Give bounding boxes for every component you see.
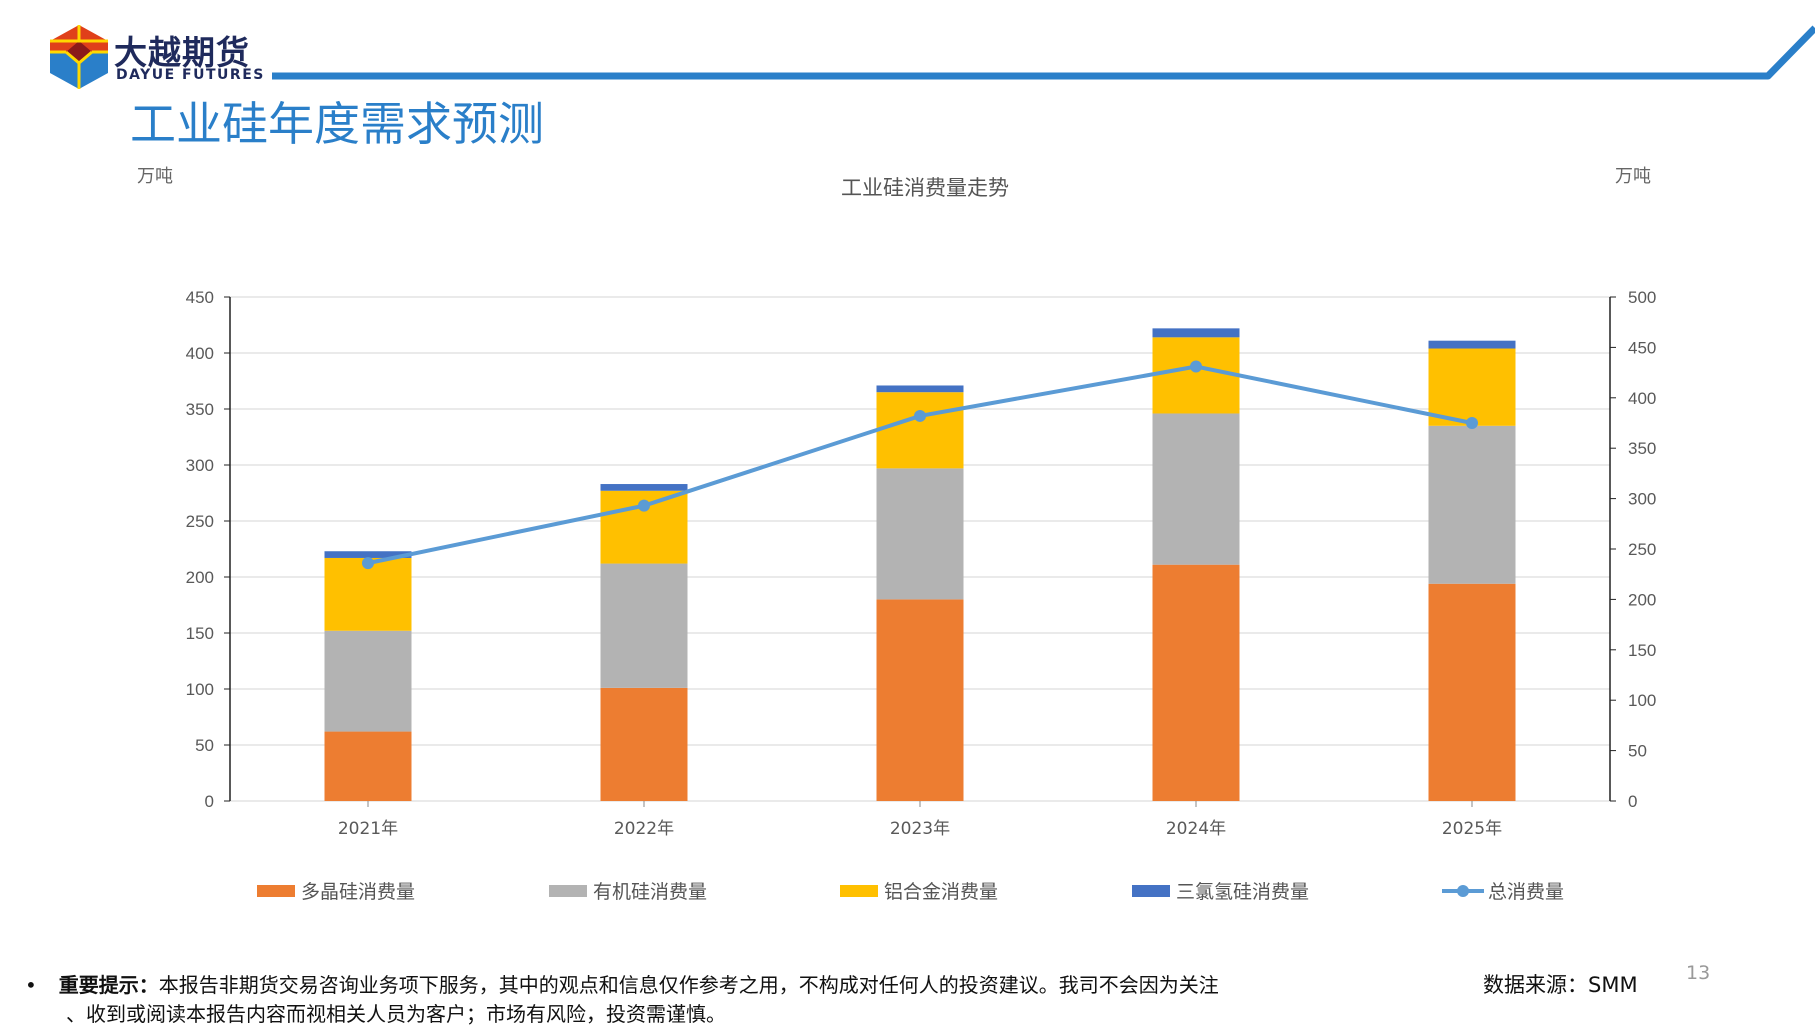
left-tick-label: 150: [186, 624, 214, 643]
left-tick-label: 100: [186, 680, 214, 699]
total-point: [362, 557, 374, 570]
bar-segment: [600, 484, 688, 491]
right-tick-label: 300: [1628, 490, 1656, 509]
right-tick-label: 0: [1628, 792, 1637, 811]
legend-swatch: [549, 884, 587, 897]
legend-label: 三氯氢硅消费量: [1176, 881, 1310, 903]
x-tick-label: 2022年: [614, 819, 674, 839]
bar-segment: [876, 392, 964, 469]
bar-segment: [1152, 328, 1240, 338]
right-tick-label: 450: [1628, 338, 1656, 357]
disclaimer-line-1: • 重要提示：本报告非期货交易咨询业务项下服务，其中的观点和信息仅作参考之用，不构…: [25, 969, 1219, 998]
right-tick-label: 350: [1628, 439, 1656, 458]
left-tick-label: 450: [186, 288, 214, 307]
total-point: [1466, 417, 1478, 429]
right-tick-label: 50: [1628, 742, 1647, 761]
notice-text: 本报告非期货交易咨询业务项下服务，其中的观点和信息仅作参考之用，不构成对任何人的…: [158, 973, 1219, 997]
bar-segment: [324, 630, 412, 732]
right-tick-label: 500: [1628, 288, 1656, 307]
logo-subtext: DAYUE FUTURES: [116, 67, 265, 83]
page-title: 工业硅年度需求预测: [130, 97, 544, 151]
left-tick-label: 0: [205, 792, 214, 811]
notice-label: 重要提示：: [58, 973, 159, 997]
total-point: [1190, 360, 1202, 373]
bar-segment: [1428, 340, 1516, 349]
legend-swatch: [257, 884, 295, 897]
left-tick-label: 200: [186, 568, 214, 587]
right-axis-unit: 万吨: [1615, 166, 1651, 187]
header-divider: [272, 25, 1815, 80]
x-tick-label: 2023年: [890, 819, 950, 839]
bar-segment: [1152, 413, 1240, 565]
legend-item: 有机硅消费量: [549, 877, 707, 904]
x-tick-label: 2025年: [1442, 819, 1502, 839]
total-point: [638, 499, 650, 512]
logo-text: 大越期货: [114, 33, 250, 72]
right-tick-label: 150: [1628, 641, 1656, 660]
chart-title: 工业硅消费量走势: [841, 176, 1009, 200]
right-tick-label: 400: [1628, 389, 1656, 408]
left-tick-label: 350: [186, 400, 214, 419]
legend-item: 总消费量: [1442, 877, 1564, 904]
bar-segment: [600, 687, 688, 801]
bar-segment: [324, 551, 412, 558]
legend-item: 三氯氢硅消费量: [1132, 877, 1309, 904]
legend-label: 有机硅消费量: [593, 881, 708, 903]
legend-item: 铝合金消费量: [840, 877, 998, 904]
chart-plot: 0 50 100 150 200 250 300 350 400 450 0 50 100 150 200 2…: [186, 288, 1657, 839]
logo-icon: [50, 25, 108, 89]
bar-segment: [1428, 348, 1516, 426]
left-tick-label: 50: [195, 736, 214, 755]
left-axis-unit: 万吨: [137, 166, 173, 187]
bar-segment: [324, 731, 412, 801]
bar-segment: [1152, 337, 1240, 414]
bar-segment: [600, 563, 688, 688]
legend-swatch: [1442, 884, 1484, 897]
left-tick-label: 400: [186, 344, 214, 363]
bar-segment: [324, 557, 412, 631]
page-number: 13: [1686, 962, 1711, 984]
bar-segment: [876, 599, 964, 801]
right-tick-label: 250: [1628, 540, 1656, 559]
x-tick-label: 2024年: [1166, 819, 1226, 839]
total-point: [914, 409, 926, 422]
left-tick-label: 250: [186, 512, 214, 531]
legend-swatch: [1132, 884, 1170, 897]
data-source: 数据来源：SMM: [1483, 973, 1638, 997]
legend-label: 多晶硅消费量: [301, 881, 416, 903]
right-tick-label: 200: [1628, 590, 1656, 609]
bar-segment: [876, 385, 964, 393]
bar-segment: [1428, 583, 1516, 801]
right-tick-label: 100: [1628, 691, 1656, 710]
legend-item: 多晶硅消费量: [257, 877, 415, 904]
bar-segment: [1428, 425, 1516, 584]
bullet: •: [25, 973, 37, 997]
disclaimer-line-2: 、收到或阅读本报告内容而视相关人员为客户；市场有风险，投资需谨慎。: [66, 1002, 726, 1026]
legend-label: 总消费量: [1488, 881, 1565, 903]
bar-segment: [1152, 564, 1240, 801]
x-tick-label: 2021年: [338, 819, 398, 839]
legend-swatch: [840, 884, 878, 897]
left-tick-label: 300: [186, 456, 214, 475]
legend-label: 铝合金消费量: [884, 881, 999, 903]
bar-segment: [876, 468, 964, 600]
